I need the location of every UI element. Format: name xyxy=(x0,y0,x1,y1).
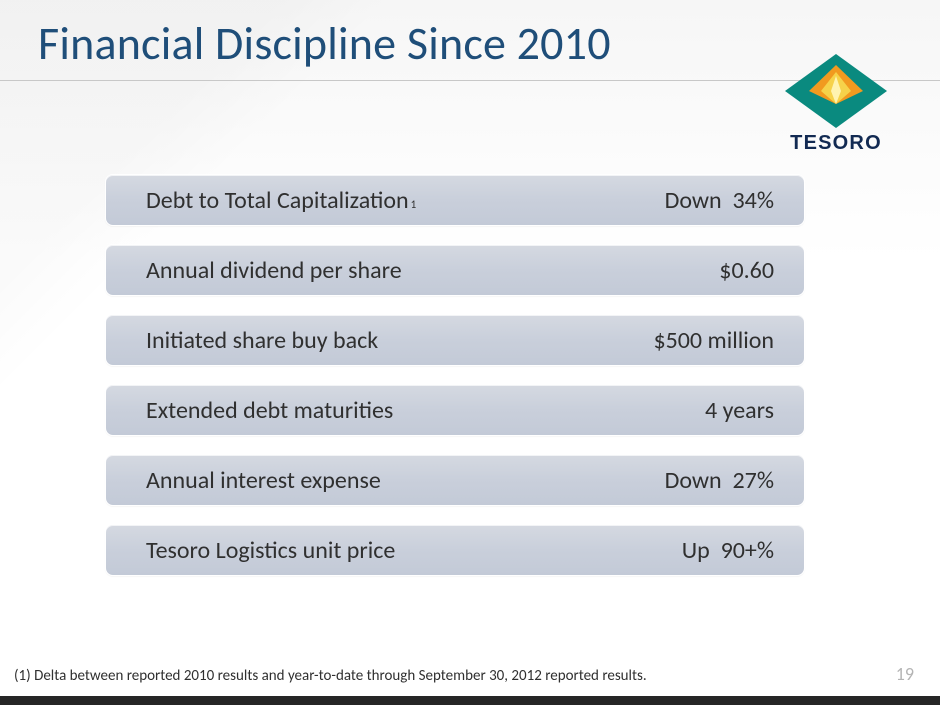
metric-label-text: Annual dividend per share xyxy=(146,256,402,285)
metric-row: Annual interest expense Down 27% xyxy=(105,454,805,506)
metric-label-text: Annual interest expense xyxy=(146,466,381,495)
metric-label: Annual interest expense xyxy=(146,466,665,495)
footnote: (1) Delta between reported 2010 results … xyxy=(14,667,647,685)
metric-sup: 1 xyxy=(411,198,417,211)
metric-label-text: Extended debt maturities xyxy=(146,396,393,425)
metrics-list: Debt to Total Capitalization 1 Down 34% … xyxy=(105,174,805,594)
metric-label: Tesoro Logistics unit price xyxy=(146,536,682,565)
brand-logo: TESORO xyxy=(766,52,906,155)
metric-label: Initiated share buy back xyxy=(146,326,653,355)
metric-row: Extended debt maturities 4 years xyxy=(105,384,805,436)
metric-label-text: Debt to Total Capitalization xyxy=(146,186,409,215)
logo-icon xyxy=(781,52,891,130)
page-number: 19 xyxy=(896,663,914,685)
metric-row: Annual dividend per share $0.60 xyxy=(105,244,805,296)
page-title: Financial Discipline Since 2010 xyxy=(38,16,611,72)
metric-label: Extended debt maturities xyxy=(146,396,705,425)
metric-value: Up 90+% xyxy=(682,536,774,565)
metric-value: Down 34% xyxy=(665,186,774,215)
metric-row: Debt to Total Capitalization 1 Down 34% xyxy=(105,174,805,226)
metric-label-text: Initiated share buy back xyxy=(146,326,378,355)
metric-label: Debt to Total Capitalization 1 xyxy=(146,186,665,215)
metric-label-text: Tesoro Logistics unit price xyxy=(146,536,395,565)
bottom-stripe xyxy=(0,696,940,705)
brand-name: TESORO xyxy=(766,132,906,155)
metric-value: Down 27% xyxy=(665,466,774,495)
metric-value: 4 years xyxy=(705,396,774,425)
metric-value: $500 million xyxy=(653,326,774,355)
metric-row: Tesoro Logistics unit price Up 90+% xyxy=(105,524,805,576)
metric-value: $0.60 xyxy=(719,256,774,285)
metric-row: Initiated share buy back $500 million xyxy=(105,314,805,366)
metric-label: Annual dividend per share xyxy=(146,256,719,285)
